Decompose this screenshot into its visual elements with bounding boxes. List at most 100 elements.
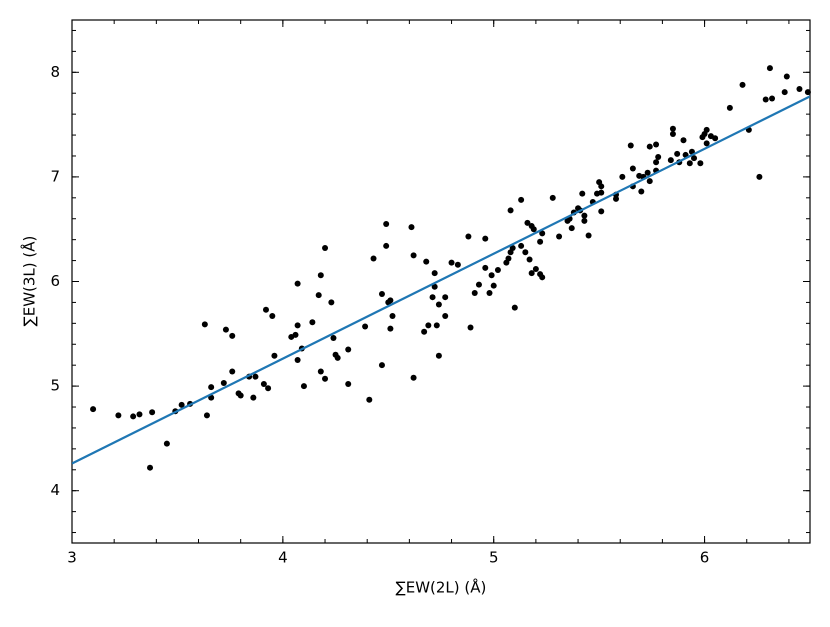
data-point xyxy=(528,270,535,277)
data-point xyxy=(579,190,586,197)
x-tick-label: 3 xyxy=(67,549,77,567)
data-point xyxy=(509,245,516,252)
data-point xyxy=(378,291,385,298)
data-point xyxy=(315,292,322,299)
data-point xyxy=(539,274,546,281)
data-point xyxy=(294,280,301,287)
data-point xyxy=(537,238,544,245)
x-tick-label: 6 xyxy=(700,549,710,567)
data-point xyxy=(330,334,337,341)
data-point xyxy=(222,326,229,333)
data-point xyxy=(370,255,377,262)
data-point xyxy=(646,143,653,150)
data-point xyxy=(530,226,537,233)
x-tick-label: 5 xyxy=(489,549,499,567)
y-tick-label: 7 xyxy=(50,167,60,185)
data-point xyxy=(494,266,501,273)
data-point xyxy=(334,354,341,361)
data-point xyxy=(389,313,396,320)
data-point xyxy=(387,297,394,304)
data-point xyxy=(486,290,493,297)
data-point xyxy=(262,306,269,313)
fit-line xyxy=(72,95,810,465)
data-point xyxy=(581,217,588,224)
data-point xyxy=(627,142,634,149)
data-point xyxy=(435,352,442,359)
data-point xyxy=(518,196,525,203)
data-point xyxy=(237,392,244,399)
data-point xyxy=(448,259,455,266)
data-point xyxy=(667,157,674,164)
data-point xyxy=(229,368,236,375)
data-point xyxy=(429,294,436,301)
data-point xyxy=(766,65,773,72)
data-point xyxy=(322,245,329,252)
data-point xyxy=(619,173,626,180)
data-point xyxy=(522,249,529,256)
data-point xyxy=(149,409,156,416)
y-tick-label: 5 xyxy=(50,377,60,395)
data-point xyxy=(294,356,301,363)
data-point xyxy=(783,73,790,80)
data-point xyxy=(383,242,390,249)
data-point xyxy=(726,104,733,111)
data-point xyxy=(309,319,316,326)
data-point xyxy=(378,362,385,369)
data-point xyxy=(250,394,257,401)
data-point xyxy=(90,406,97,413)
data-point xyxy=(269,313,276,320)
data-point xyxy=(644,169,651,176)
y-tick-label: 8 xyxy=(50,63,60,81)
data-point xyxy=(507,207,514,214)
data-point xyxy=(431,283,438,290)
data-point xyxy=(490,282,497,289)
data-point xyxy=(328,299,335,306)
data-point xyxy=(201,321,208,328)
data-point xyxy=(511,304,518,311)
data-point xyxy=(317,368,324,375)
y-tick-label: 4 xyxy=(50,481,60,499)
data-point xyxy=(762,96,769,103)
data-point xyxy=(568,225,575,232)
data-point xyxy=(442,294,449,301)
data-point xyxy=(669,131,676,138)
data-point xyxy=(482,235,489,242)
data-point xyxy=(669,125,676,132)
data-point xyxy=(410,374,417,381)
data-point xyxy=(526,256,533,263)
data-point xyxy=(435,301,442,308)
data-point xyxy=(465,233,472,240)
data-point xyxy=(739,81,746,88)
data-point xyxy=(613,195,620,202)
data-point xyxy=(203,412,210,419)
data-point xyxy=(703,140,710,147)
data-point xyxy=(549,194,556,201)
data-point xyxy=(598,208,605,215)
data-point xyxy=(410,252,417,259)
data-point xyxy=(300,383,307,390)
data-point xyxy=(655,154,662,161)
data-point xyxy=(629,165,636,172)
x-axis-label: ∑EW(2L) (Å) xyxy=(396,578,487,597)
data-point xyxy=(208,384,215,391)
data-point xyxy=(804,89,811,96)
data-point xyxy=(686,160,693,167)
data-point xyxy=(425,322,432,329)
data-point xyxy=(271,352,278,359)
data-point xyxy=(556,233,563,240)
data-point xyxy=(598,183,605,190)
y-axis-label: ∑EW(3L) (Å) xyxy=(20,236,39,327)
data-point xyxy=(781,89,788,96)
data-point xyxy=(442,313,449,320)
data-point xyxy=(467,324,474,331)
data-point xyxy=(383,220,390,227)
data-point xyxy=(317,272,324,279)
data-point xyxy=(130,413,137,420)
y-tick-label: 6 xyxy=(50,272,60,290)
data-point xyxy=(532,265,539,272)
data-point xyxy=(366,396,373,403)
data-point xyxy=(703,126,710,133)
data-point xyxy=(431,270,438,277)
plot-frame xyxy=(71,19,811,544)
